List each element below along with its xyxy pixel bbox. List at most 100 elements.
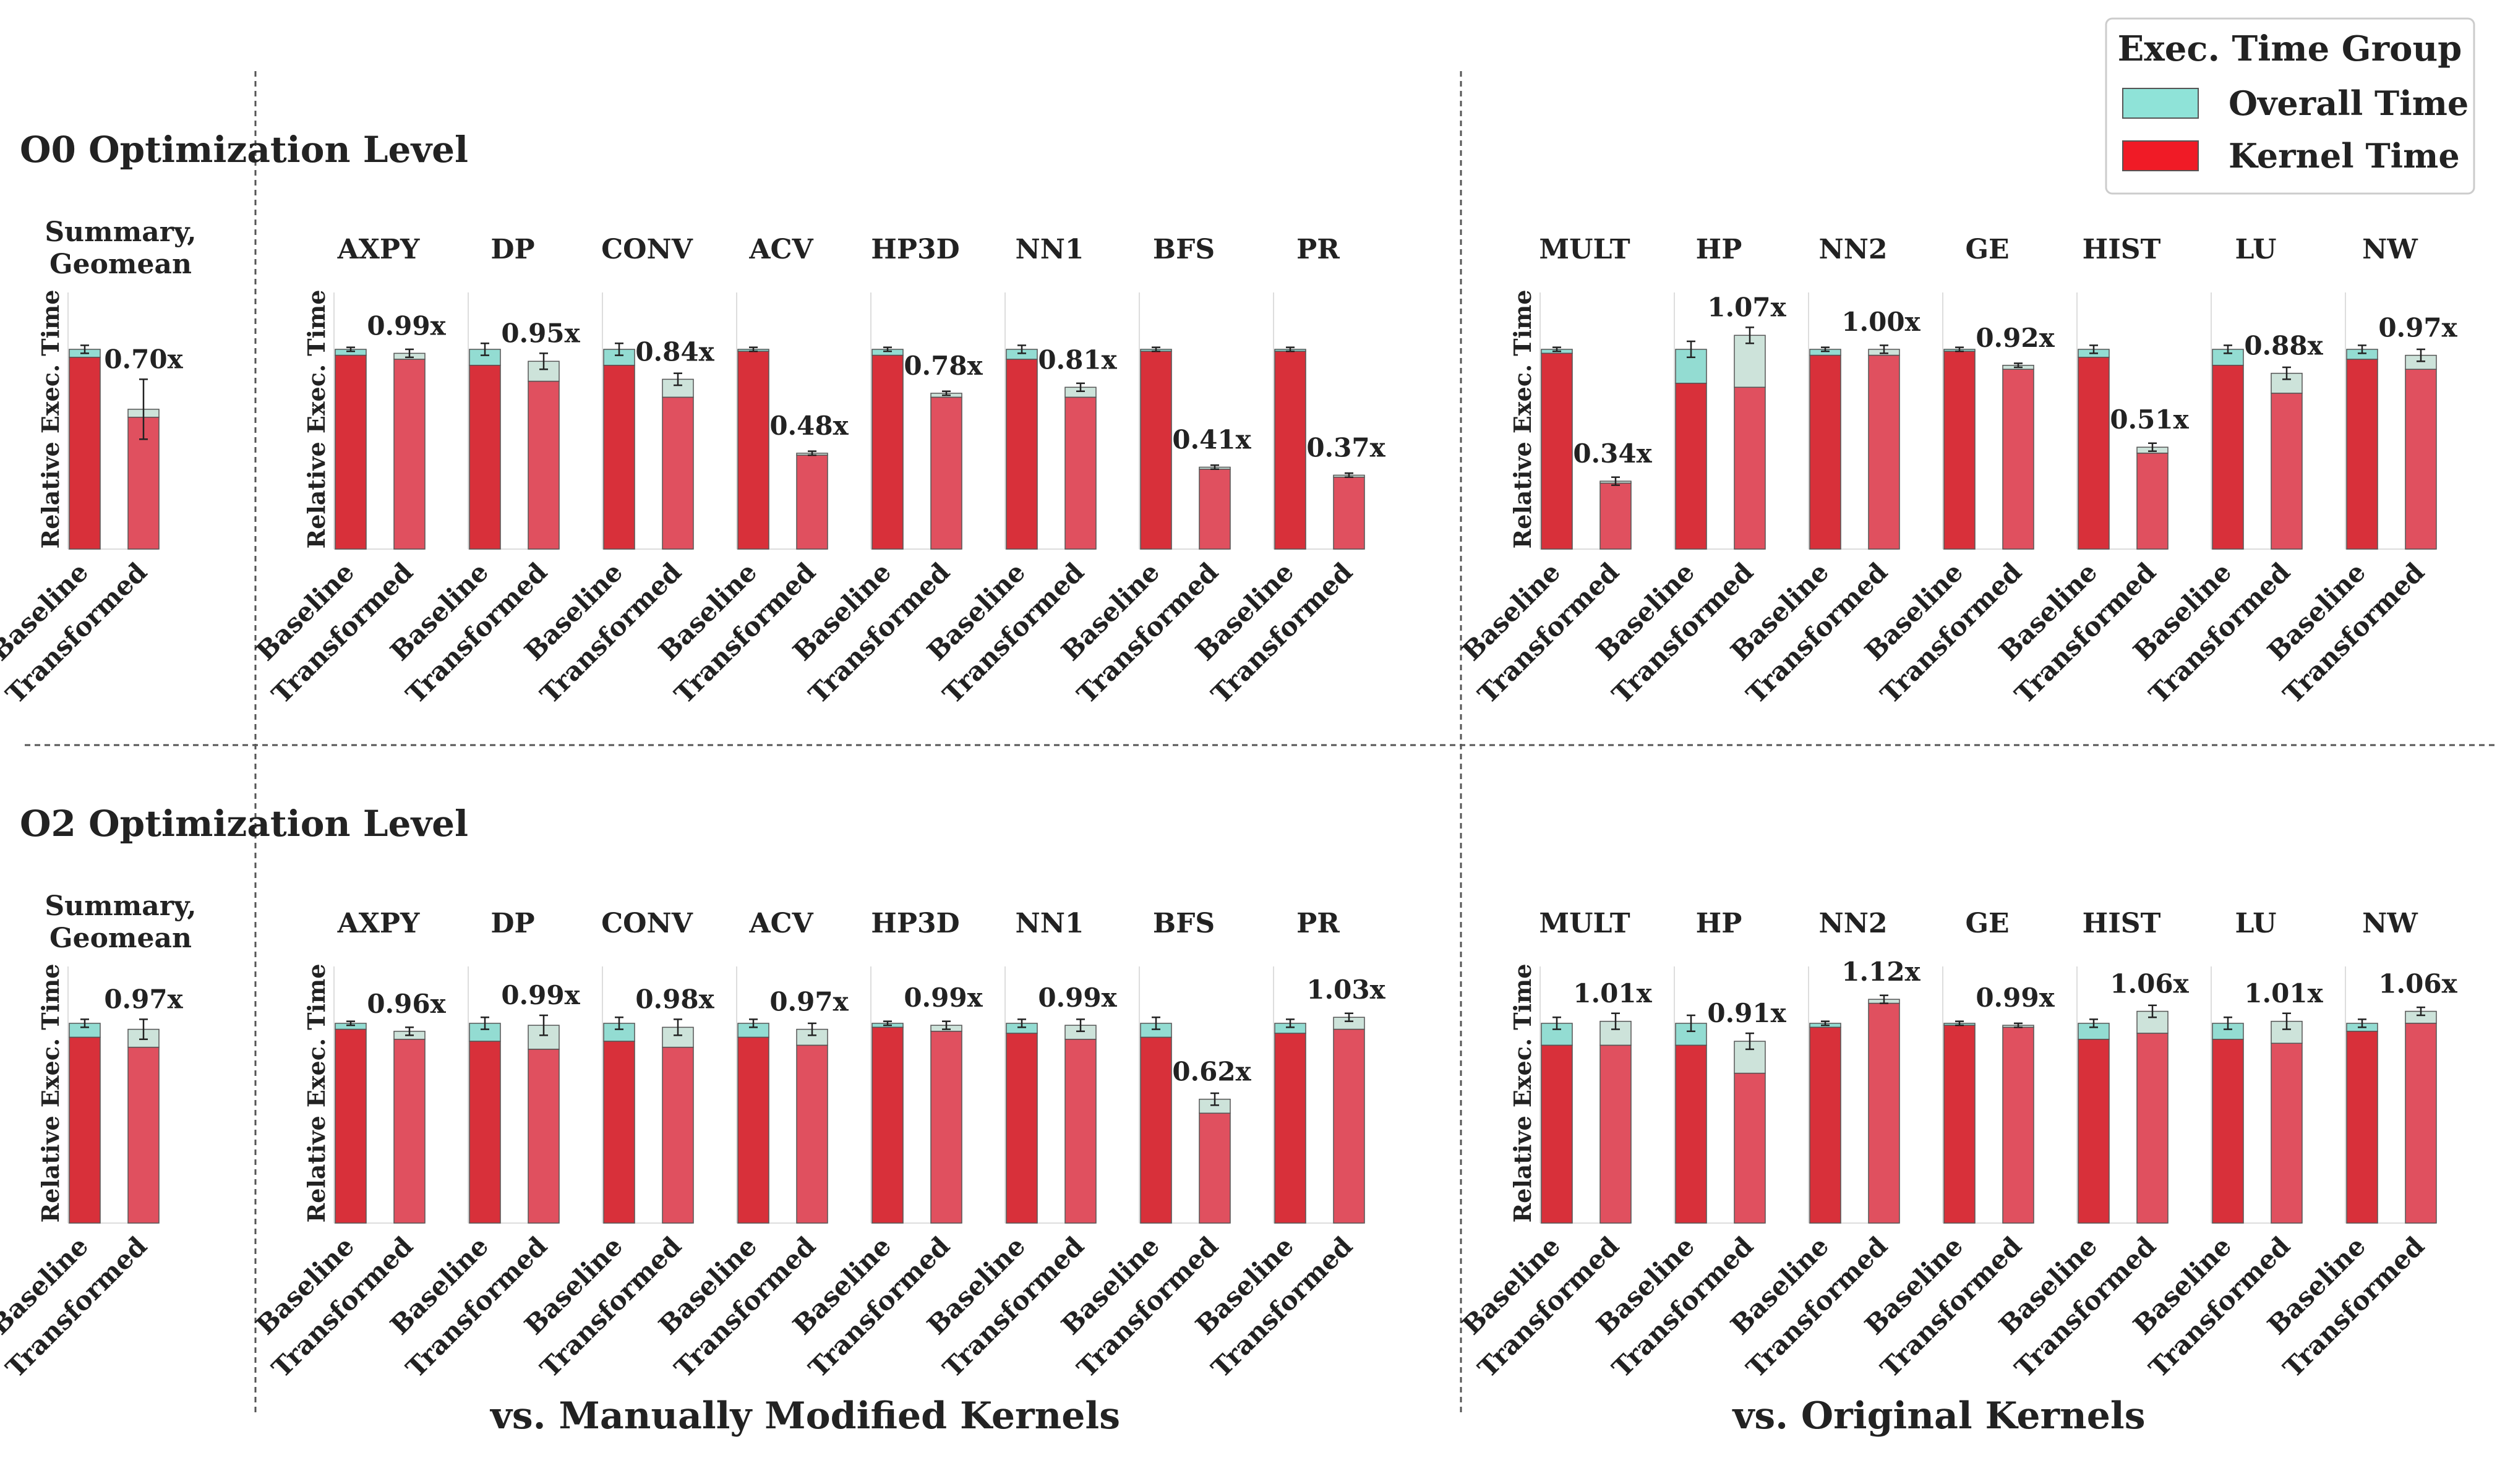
divider-lines	[25, 71, 2499, 1416]
transformed-kernel-bar	[528, 1049, 560, 1224]
speedup-label: 0.51x	[2110, 404, 2189, 435]
baseline-kernel-bar	[1140, 1036, 1172, 1224]
baseline-kernel-bar	[1140, 351, 1172, 550]
speedup-label: 0.96x	[367, 989, 446, 1019]
transformed-error-bar	[1076, 1018, 1085, 1033]
y-axis-label: Relative Exec. Time	[36, 290, 64, 549]
baseline-error-bar	[1687, 1014, 1695, 1033]
baseline-error-bar	[1286, 1018, 1295, 1028]
baseline-overall-bar	[2212, 1023, 2244, 1040]
transformed-kernel-bar	[1199, 1112, 1231, 1224]
baseline-kernel-bar	[2078, 357, 2110, 550]
transformed-error-bar	[674, 372, 682, 386]
speedup-label: 0.99x	[1038, 983, 1117, 1013]
speedup-label: 0.37x	[1306, 432, 1385, 463]
speedup-label: 0.84x	[635, 336, 714, 367]
baseline-error-bar	[346, 346, 355, 352]
baseline-error-bar	[1552, 1016, 1561, 1030]
baseline-error-bar	[1687, 340, 1695, 359]
speedup-label: 1.06x	[2110, 969, 2189, 999]
legend-swatch-overall	[2122, 88, 2199, 119]
transformed-kernel-bar	[930, 396, 962, 550]
panel-title: DP	[490, 908, 534, 939]
transformed-error-bar	[1880, 994, 1888, 1004]
panel-title: GE	[1965, 908, 2009, 939]
transformed-error-bar	[2282, 366, 2291, 380]
transformed-error-bar	[2014, 362, 2023, 369]
baseline-error-bar	[1955, 1020, 1964, 1026]
baseline-error-bar	[1286, 346, 1295, 352]
transformed-error-bar	[1210, 1092, 1219, 1106]
transformed-error-bar	[539, 352, 548, 370]
speedup-label: 1.06x	[2378, 969, 2457, 999]
legend-swatch-kernel	[2122, 140, 2199, 171]
transformed-error-bar	[808, 450, 816, 456]
transformed-error-bar	[1611, 1012, 1620, 1030]
baseline-kernel-bar	[335, 354, 367, 550]
speedup-label: 0.97x	[769, 987, 849, 1017]
transformed-kernel-bar	[2002, 1026, 2034, 1224]
speedup-label: 1.03x	[1306, 974, 1385, 1005]
baseline-error-bar	[749, 346, 758, 352]
transformed-error-bar	[405, 1026, 414, 1036]
baseline-kernel-bar	[737, 351, 769, 550]
panel-title-line1: Summary,	[45, 890, 196, 922]
baseline-error-bar	[883, 1020, 892, 1026]
panel-title: LU	[2235, 234, 2277, 265]
transformed-error-bar	[1345, 1012, 1353, 1022]
transformed-kernel-bar	[1333, 1028, 1365, 1224]
transformed-kernel-bar	[1599, 1044, 1632, 1224]
transformed-error-bar	[1611, 476, 1620, 486]
baseline-error-bar	[80, 344, 89, 354]
speedup-label: 1.01x	[1573, 978, 1652, 1009]
panel-title-line2: Geomean	[49, 249, 192, 280]
transformed-error-bar	[1745, 326, 1754, 344]
transformed-kernel-bar	[796, 1044, 828, 1224]
transformed-error-bar	[139, 378, 148, 440]
transformed-kernel-bar	[2136, 453, 2169, 550]
transformed-error-bar	[405, 348, 414, 359]
baseline-error-bar	[346, 1020, 355, 1026]
transformed-kernel-bar	[127, 1046, 160, 1224]
baseline-kernel-bar	[1675, 1044, 1707, 1224]
baseline-kernel-bar	[469, 365, 501, 550]
speedup-label: 0.99x	[367, 310, 446, 341]
baseline-kernel-bar	[871, 1026, 904, 1224]
baseline-kernel-bar	[1809, 354, 1841, 550]
baseline-kernel-bar	[69, 357, 101, 550]
speedup-label: 0.34x	[1573, 438, 1652, 469]
panel-title-line2: Geomean	[49, 923, 192, 954]
y-axis-label: Relative Exec. Time	[302, 290, 330, 549]
baseline-error-bar	[2089, 1018, 2098, 1028]
transformed-error-bar	[1076, 382, 1085, 393]
panel-title: DP	[490, 234, 534, 265]
y-axis-label: Relative Exec. Time	[302, 964, 330, 1223]
panel-title: NW	[2362, 908, 2418, 939]
speedup-label: 0.48x	[769, 411, 849, 441]
baseline-error-bar	[1821, 346, 1830, 352]
transformed-error-bar	[1745, 1032, 1754, 1051]
panel-title: NW	[2362, 234, 2418, 265]
transformed-kernel-bar	[528, 380, 560, 550]
panel-title: HIST	[2083, 234, 2161, 265]
baseline-error-bar	[883, 346, 892, 352]
baseline-error-bar	[615, 342, 623, 356]
transformed-kernel-bar	[1199, 469, 1231, 550]
baseline-error-bar	[481, 342, 489, 356]
baseline-kernel-bar	[469, 1041, 501, 1224]
speedup-label: 0.70x	[104, 344, 183, 374]
speedup-label: 0.99x	[1976, 983, 2055, 1013]
transformed-kernel-bar	[393, 359, 426, 550]
panel-title: NN1	[1015, 234, 1084, 265]
baseline-error-bar	[1017, 1018, 1026, 1028]
panel-title: BFS	[1153, 234, 1215, 265]
baseline-kernel-bar	[335, 1028, 367, 1224]
speedup-label: 0.98x	[635, 984, 714, 1014]
baseline-error-bar	[615, 1016, 623, 1030]
speedup-label: 0.97x	[2378, 313, 2457, 343]
baseline-error-bar	[2224, 1016, 2232, 1030]
baseline-kernel-bar	[1274, 1033, 1306, 1224]
panel-title: MULT	[1539, 234, 1630, 265]
baseline-kernel-bar	[1274, 351, 1306, 550]
